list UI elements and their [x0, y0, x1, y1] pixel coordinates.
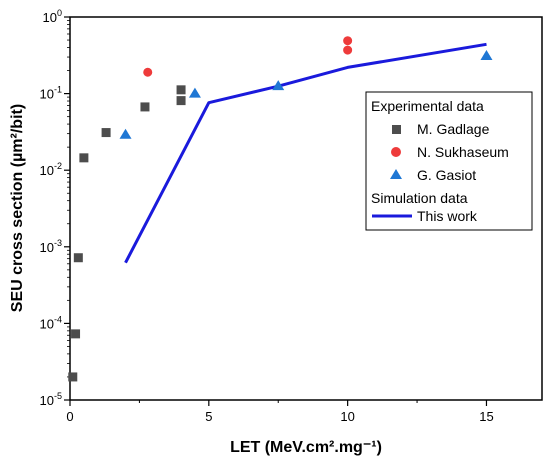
y-tick-base: 10 — [40, 316, 54, 331]
legend-label-gadlage: M. Gadlage — [417, 121, 490, 137]
y-tick-base: 10 — [40, 163, 54, 178]
point-m-gadlage — [101, 128, 111, 138]
legend-marker-gadlage — [392, 125, 401, 134]
legend-marker-gasiot — [390, 169, 402, 179]
x-tick-label: 5 — [205, 409, 212, 424]
y-tick-label: 100 — [43, 8, 62, 25]
point-g-gasiot — [272, 80, 285, 91]
point-m-gadlage — [176, 96, 186, 106]
y-tick-base: 10 — [40, 393, 54, 408]
y-tick-exponent: -1 — [54, 85, 62, 95]
point-n-sukhaseum — [343, 36, 353, 46]
y-tick-base: 10 — [40, 240, 54, 255]
y-tick-exponent: -3 — [54, 238, 62, 248]
y-tick-label: 10-1 — [40, 85, 62, 102]
x-tick-label: 10 — [340, 409, 354, 424]
y-tick-base: 10 — [43, 10, 57, 25]
y-tick-exponent: -5 — [54, 391, 62, 401]
y-tick-exponent: 0 — [57, 8, 62, 18]
legend-label-this-work: This work — [417, 208, 478, 224]
legend: Experimental data M. Gadlage N. Sukhaseu… — [365, 91, 533, 231]
x-tick-label: 0 — [66, 409, 73, 424]
legend-box — [365, 91, 533, 231]
point-m-gadlage — [73, 253, 83, 263]
legend-group-experimental: Experimental data — [371, 98, 484, 114]
legend-label-gasiot: G. Gasiot — [417, 167, 476, 183]
y-tick-label: 10-5 — [40, 391, 62, 408]
point-n-sukhaseum — [143, 67, 153, 77]
x-tick-label: 15 — [479, 409, 493, 424]
y-tick-label: 10-3 — [40, 238, 62, 255]
x-axis-title: LET (MeV.cm².mg⁻¹) — [230, 439, 382, 456]
point-n-sukhaseum — [343, 45, 353, 55]
point-g-gasiot — [480, 49, 493, 60]
plot-frame — [69, 16, 543, 401]
point-g-gasiot — [119, 128, 132, 139]
point-m-gadlage — [140, 102, 150, 112]
y-tick-label: 10-2 — [40, 161, 62, 178]
point-m-gadlage — [176, 85, 186, 95]
legend-label-sukhaseum: N. Sukhaseum — [417, 144, 509, 160]
y-tick-label: 10-4 — [40, 314, 62, 331]
point-m-gadlage — [79, 153, 89, 163]
point-m-gadlage — [71, 329, 81, 339]
y-tick-base: 10 — [40, 87, 54, 102]
y-tick-exponent: -4 — [54, 314, 62, 324]
y-axis-title: SEU cross section (µm²/bit) — [9, 104, 26, 312]
legend-group-simulation: Simulation data — [371, 190, 468, 206]
point-m-gadlage — [68, 372, 78, 382]
points-layer — [68, 36, 493, 382]
y-tick-exponent: -2 — [54, 161, 62, 171]
legend-marker-sukhaseum — [391, 147, 401, 157]
point-g-gasiot — [188, 87, 201, 98]
